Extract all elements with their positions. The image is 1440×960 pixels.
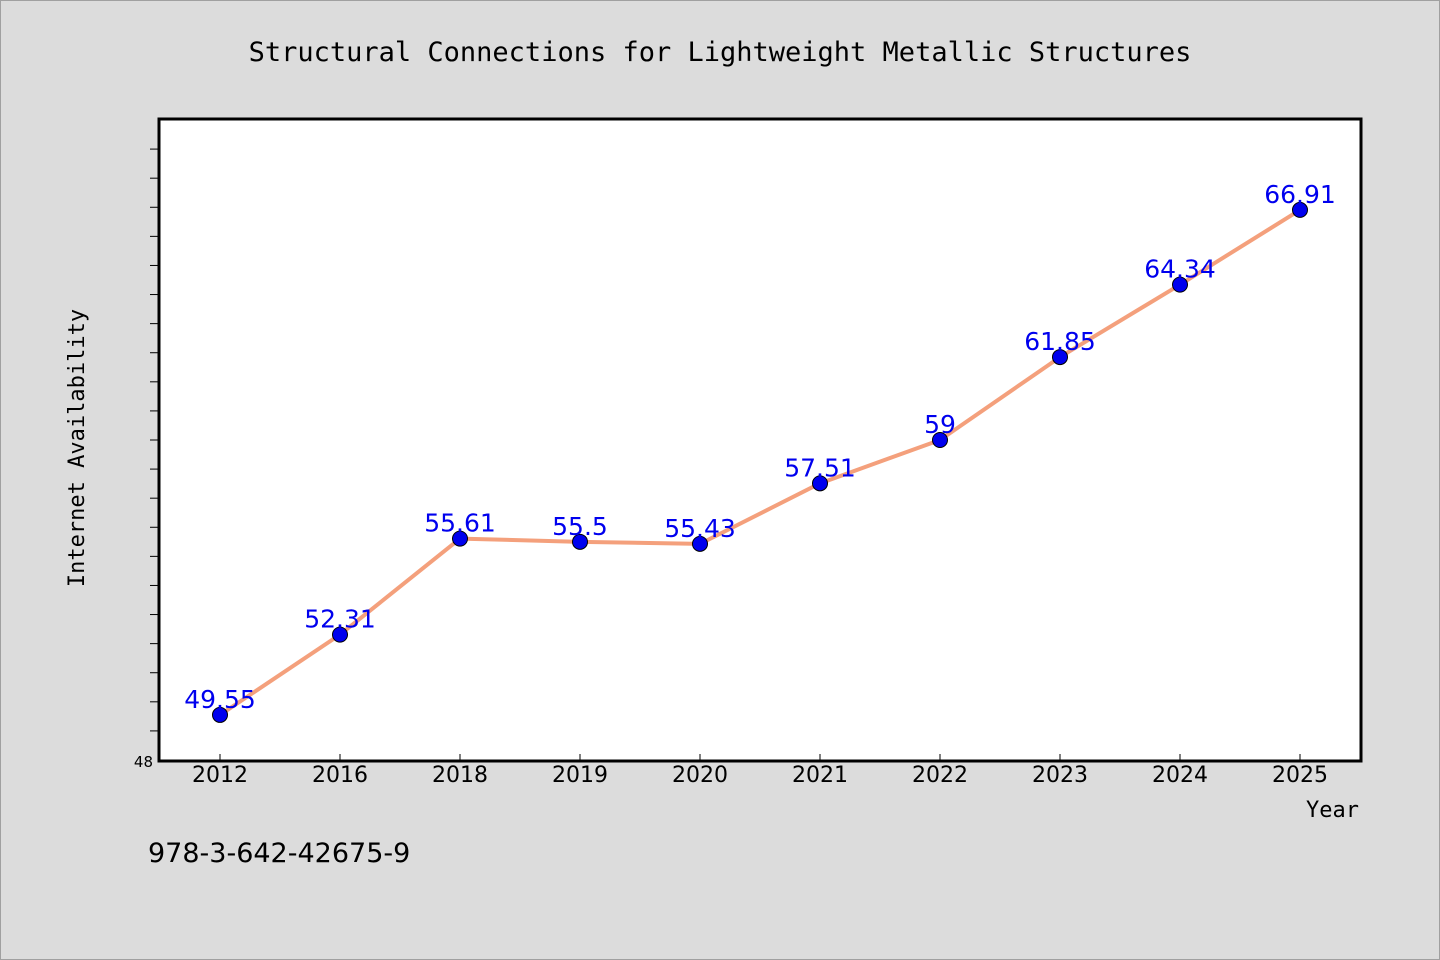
data-point xyxy=(332,626,348,643)
data-point xyxy=(1052,349,1068,366)
data-point xyxy=(812,475,828,492)
x-tick-label: 2021 xyxy=(792,763,848,788)
x-tick-label: 2016 xyxy=(312,763,368,788)
data-point xyxy=(932,432,948,448)
footnote-isbn: 978-3-642-42675-9 xyxy=(148,838,410,869)
data-point xyxy=(692,535,708,552)
data-label: 55.43 xyxy=(664,514,736,543)
data-label: 61.85 xyxy=(1024,327,1096,356)
data-labels: 49.55 52.31 55.61 55.5 55.43 57.51 59 61.85 64.3… xyxy=(184,180,1336,714)
data-label: 64.34 xyxy=(1144,255,1216,284)
x-tick-label: 2025 xyxy=(1272,763,1328,788)
x-tick-label: 2022 xyxy=(912,763,968,788)
series-line xyxy=(218,207,1302,717)
y-axis-label: Internet Availability xyxy=(65,309,90,587)
data-point xyxy=(452,530,468,547)
data-label: 59 xyxy=(924,410,956,439)
y-axis-ticks xyxy=(150,148,160,732)
data-point xyxy=(572,533,588,550)
data-label: 57.51 xyxy=(784,453,856,482)
x-axis-label: Year xyxy=(1306,798,1359,823)
data-label: 55.5 xyxy=(552,512,608,541)
y-axis-min-label: 48 xyxy=(134,753,153,771)
data-label: 55.61 xyxy=(424,509,496,538)
plot-area xyxy=(157,117,1363,763)
chart-title: Structural Connections for Lightweight M… xyxy=(249,37,1192,68)
x-axis-tick-labels: 2012 2016 2018 2019 2020 2021 2022 2023 2024 2025 xyxy=(192,763,1328,788)
x-tick-label: 2023 xyxy=(1032,763,1088,788)
data-label: 49.55 xyxy=(184,685,256,714)
data-label: 66.91 xyxy=(1264,180,1336,209)
data-markers xyxy=(212,201,1308,723)
data-point xyxy=(212,706,228,723)
x-tick-label: 2020 xyxy=(672,763,728,788)
x-axis-ticks xyxy=(219,754,1301,760)
x-tick-label: 2024 xyxy=(1152,763,1208,788)
data-point xyxy=(1292,201,1308,218)
x-tick-label: 2019 xyxy=(552,763,608,788)
x-tick-label: 2018 xyxy=(432,763,488,788)
data-label: 52.31 xyxy=(304,605,376,634)
x-tick-label: 2012 xyxy=(192,763,248,788)
data-point xyxy=(1172,276,1188,293)
